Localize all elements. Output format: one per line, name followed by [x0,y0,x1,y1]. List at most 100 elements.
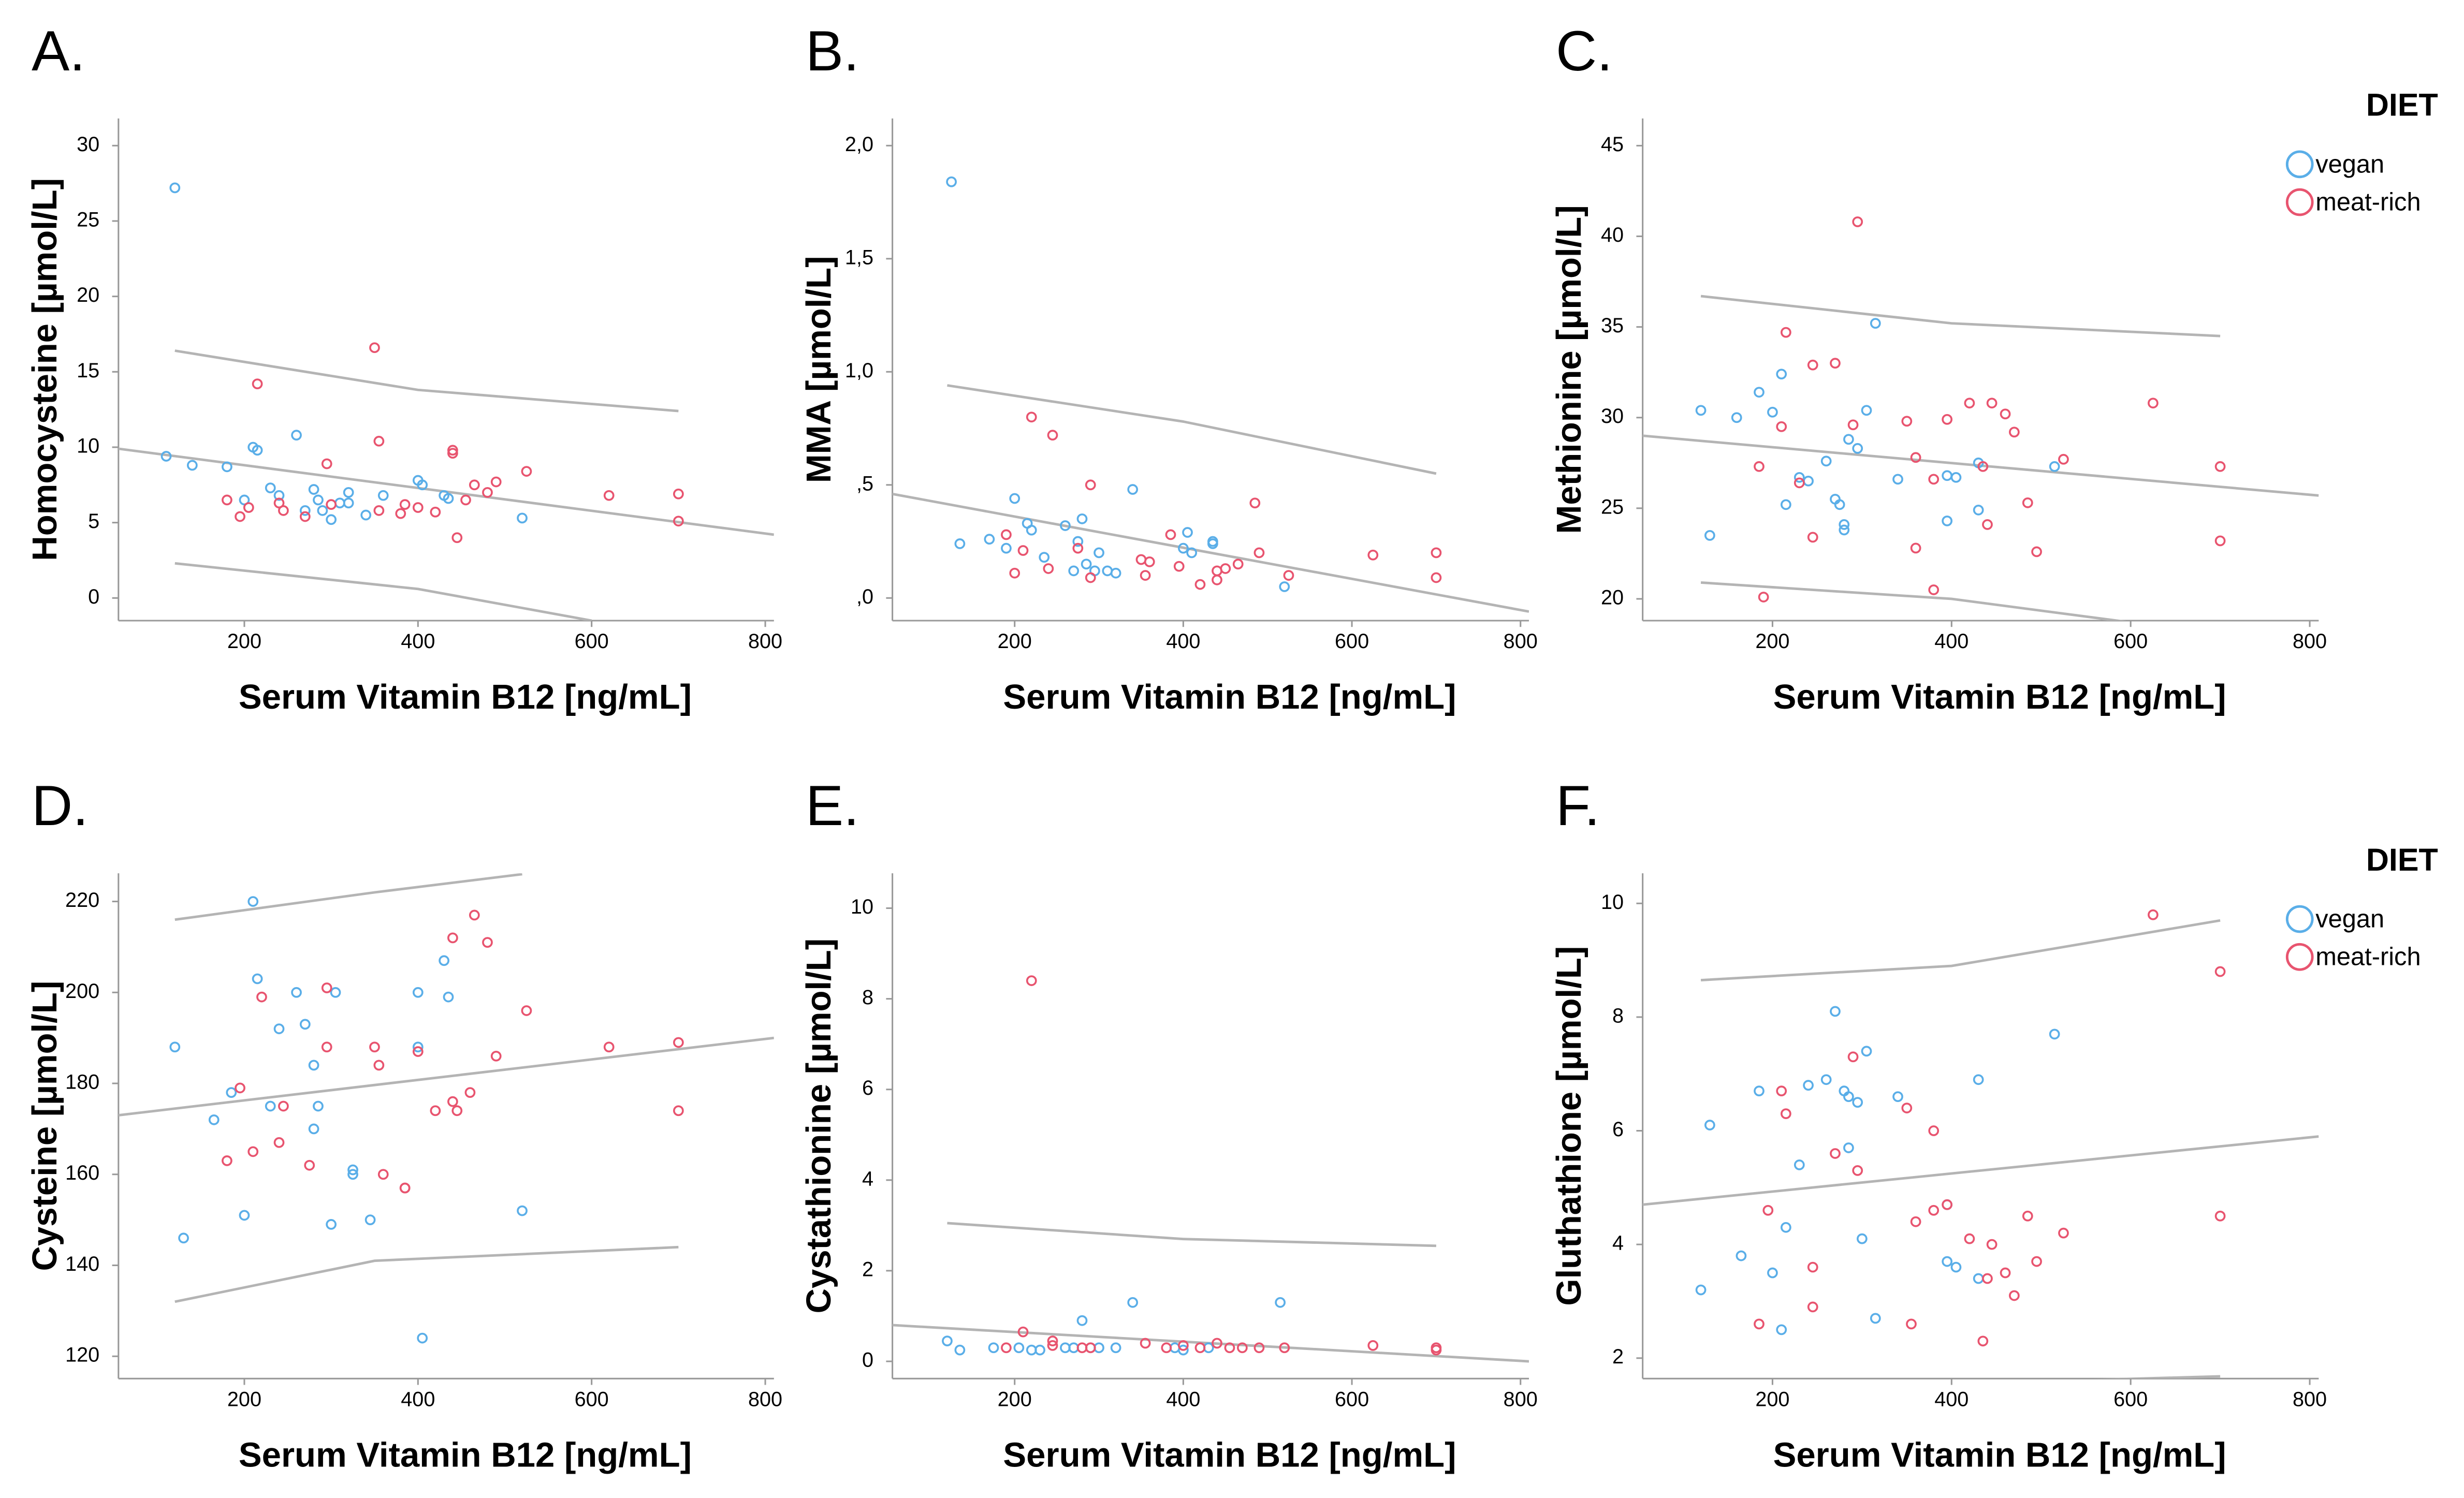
y-tick-label: 4 [1612,1232,1624,1255]
point [1767,406,1778,418]
point [365,1214,376,1226]
y-tick-label: 25 [77,208,99,231]
point [1173,561,1185,572]
y-tick-label: 8 [862,986,873,1009]
point [299,511,311,522]
point [1367,549,1379,561]
point [235,1082,245,1094]
point [521,1005,532,1016]
point [1950,1261,1962,1273]
point [673,488,684,500]
point [399,499,411,510]
point [1982,1273,1993,1284]
y-tick-label: 0 [88,585,99,608]
x-tick-label: 600 [1335,630,1369,653]
point [451,532,463,544]
point [2058,453,2069,465]
point [347,1169,358,1180]
y-tick-label: 35 [1601,314,1624,337]
panel: A. Serum Vitamin B12 [ng/mL] Homocysteine … [25,20,782,716]
point [1094,547,1104,559]
point [1964,398,1975,409]
panel-label: F. [1556,774,1600,838]
point [1754,1085,1765,1097]
point [1165,529,1176,540]
point [169,1041,181,1053]
y-tick-label: 2 [1612,1345,1624,1368]
legend-title: DIET [2366,842,2438,877]
point [1127,484,1139,495]
point [317,505,328,516]
y-tick-label: 10 [1601,891,1624,914]
x-tick-label: 600 [575,630,609,653]
point [1906,1318,1917,1330]
y-tick-label: 4 [862,1167,873,1190]
point [1847,419,1859,431]
point [304,1159,315,1171]
x-tick-label: 200 [1755,1388,1789,1411]
point [1194,1342,1206,1354]
point [1834,499,1845,510]
x-tick-label: 200 [227,630,261,653]
x-tick-label: 400 [1166,630,1200,653]
fit-line [1642,1135,2319,1206]
point [1144,556,1155,567]
point [1803,1080,1814,1091]
point [1072,536,1084,547]
point [490,476,502,488]
y-axis-title: Cysteine [µmol/L] [25,981,64,1271]
x-tick-label: 800 [2293,630,2327,653]
point [443,991,454,1003]
point [2008,1290,2020,1301]
fit-line [118,1036,774,1117]
point [256,991,267,1003]
point [395,508,406,519]
point [243,502,254,513]
point [1283,570,1294,581]
point [2000,408,2011,420]
y-tick-label: 45 [1601,133,1624,156]
panel: B. Serum Vitamin B12 [ng/mL] MMA [µmol/L],… [799,20,1538,716]
panel: F. Serum Vitamin B12 [ng/mL] Gluthathione … [1550,774,2438,1474]
y-tick-label: 10 [851,895,873,918]
point [321,982,332,993]
point [2049,461,2060,472]
fit-line [892,492,1529,613]
y-tick-label: 1,5 [845,246,873,269]
point [1758,592,1769,603]
panel: D. Serum Vitamin B12 [ng/mL] Cysteine [µmo… [25,774,782,1474]
point [1085,1342,1096,1354]
x-tick-label: 400 [401,1388,435,1411]
point [412,1046,424,1057]
point [1076,513,1088,524]
legend-label: meat-rich [2315,943,2421,971]
point [2058,1227,2069,1239]
y-tick-label: 40 [1601,224,1624,246]
x-tick-label: 400 [1934,1388,1969,1411]
point [1843,434,1854,445]
point [1950,472,1962,483]
point [334,497,345,509]
plot-area [892,975,1529,1363]
point [1237,1342,1248,1354]
point [1861,1046,1872,1057]
point [1892,1091,1903,1103]
point [186,460,198,471]
point [954,538,966,549]
point [1013,1342,1025,1354]
point [1043,563,1054,574]
point [1942,414,1953,425]
point [1001,1342,1012,1354]
point [2148,909,2159,920]
y-tick-label: 6 [862,1077,873,1099]
point [1212,565,1222,577]
point [1232,559,1244,570]
panel-label: B. [806,20,859,83]
x-tick-label: 800 [1504,1388,1538,1411]
point [1754,461,1765,472]
point [1704,1120,1715,1130]
point [373,505,385,516]
point [1279,581,1290,592]
point [1852,1165,1863,1176]
